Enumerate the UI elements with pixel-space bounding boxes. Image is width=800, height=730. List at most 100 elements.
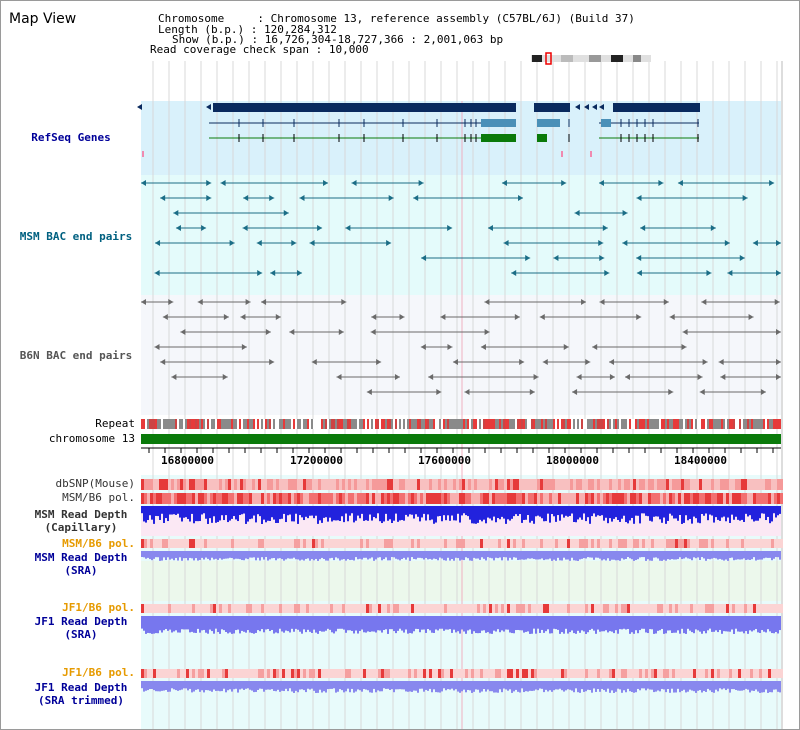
jf1-b6-pol-2-heat-cell <box>306 669 309 678</box>
jf1-depth-trim-bar <box>227 681 229 691</box>
jf1-b6-pol-2-heat-cell <box>531 669 534 678</box>
jf1-b6-pol-heat-cell <box>339 604 342 613</box>
jf1-depth-sra-bar <box>437 616 439 631</box>
dbsnp-heat-cell <box>444 479 447 490</box>
jf1-b6-pol-heat-cell <box>477 604 480 613</box>
jf1-b6-pol-heat-cell <box>591 604 594 613</box>
msm-b6-pol-2-heat-cell <box>753 539 756 548</box>
msm-depth-sra-bar <box>523 551 525 560</box>
msm-depth-sra-bar <box>735 551 737 560</box>
track-label-refseq[interactable]: RefSeq Genes <box>31 131 111 144</box>
msm-depth-sra-bar <box>365 551 367 558</box>
repeat-segment <box>685 419 687 429</box>
msm-depth-sra-bar <box>535 551 537 560</box>
coverage-value: 10,000 <box>328 43 369 56</box>
dbsnp-heat-cell <box>657 479 660 490</box>
msm-depth-sra-bar <box>193 551 195 561</box>
jf1-depth-trim-bar <box>415 681 417 691</box>
jf1-b6-pol-heat-cell <box>735 604 738 613</box>
jf1-depth-trim-bar <box>401 681 403 690</box>
jf1-depth-sra-bar <box>171 616 173 633</box>
msm-depth-cap-bar <box>599 506 601 516</box>
msm-b6-pol-2-heat-cell <box>303 539 306 548</box>
msm-depth-sra-bar <box>377 551 379 558</box>
dbsnp-heat-cell <box>357 479 360 490</box>
msm-depth-sra-bar <box>503 551 505 558</box>
msm-depth-sra-bar <box>155 551 157 558</box>
msm-depth-cap-bar <box>521 506 523 523</box>
jf1-b6-pol-heat-cell <box>201 604 204 613</box>
jf1-depth-sra-bar <box>245 616 247 633</box>
msm-b6-pol-heat-cell <box>312 493 315 504</box>
repeat-segment <box>475 419 477 429</box>
msm-b6-pol-heat-cell <box>318 493 321 504</box>
jf1-depth-trim-bar <box>697 681 699 691</box>
dbsnp-heat-cell <box>261 479 264 490</box>
msm-depth-sra-bar <box>333 551 335 561</box>
msm-b6-pol-heat-cell <box>588 493 591 504</box>
msm-b6-pol-2-heat-cell <box>264 539 267 548</box>
jf1-b6-pol-2-heat-cell <box>201 669 204 678</box>
jf1-b6-pol-heat-cell <box>579 604 582 613</box>
jf1-b6-pol-heat-cell <box>414 604 417 613</box>
repeat-segment <box>149 419 151 429</box>
msm-b6-pol-heat-cell <box>702 493 705 504</box>
msm-bac-pair-end <box>317 225 323 231</box>
jf1-b6-pol-heat-cell <box>372 604 375 613</box>
dbsnp-heat-cell <box>186 479 189 490</box>
msm-depth-sra-bar <box>167 551 169 558</box>
msm-b6-pol-2-heat-cell <box>324 539 327 548</box>
jf1-depth-sra-bar <box>519 616 521 631</box>
jf1-depth-sra-bar <box>689 616 691 631</box>
jf1-depth-trim-bar <box>767 681 769 693</box>
msm-depth-sra-bar <box>629 551 631 559</box>
msm-b6-pol-2-heat-cell <box>501 539 504 548</box>
dbsnp-heat-cell <box>243 479 246 490</box>
dbsnp-heat-cell <box>654 479 657 490</box>
track-label-b6n-bac[interactable]: B6N BAC end pairs <box>19 349 133 362</box>
jf1-depth-trim-bar <box>735 681 737 690</box>
track-label-msm-bac[interactable]: MSM BAC end pairs <box>19 230 133 243</box>
dbsnp-heat-cell <box>699 479 702 490</box>
jf1-depth-sra-bar <box>373 616 375 632</box>
jf1-b6-pol-2-heat-cell <box>777 669 780 678</box>
jf1-b6-pol-2-heat-cell <box>453 669 456 678</box>
jf1-depth-sra-bar <box>733 616 735 634</box>
repeat-segment <box>251 419 253 429</box>
msm-depth-sra-bar <box>665 551 667 561</box>
jf1-depth-trim-bar <box>439 681 441 693</box>
msm-b6-pol-heat-cell <box>645 493 648 504</box>
msm-b6-pol-heat-cell <box>753 493 756 504</box>
jf1-b6-pol-2-heat-cell <box>147 669 150 678</box>
msm-depth-cap-bar <box>353 506 355 523</box>
msm-depth-cap-bar <box>187 506 189 520</box>
jf1-b6-pol-heat-cell <box>162 604 165 613</box>
msm-depth-sra-bar <box>767 551 769 558</box>
msm-b6-pol-heat-cell <box>768 493 771 504</box>
msm-b6-pol-2-heat-cell <box>687 539 690 548</box>
jf1-b6-pol-heat-cell <box>480 604 483 613</box>
jf1-depth-sra-bar <box>755 616 757 629</box>
repeat-segment <box>725 419 727 429</box>
jf1-depth-sra-bar <box>285 616 287 631</box>
gene-block <box>213 103 516 112</box>
jf1-depth-trim-bar <box>163 681 165 691</box>
jf1-depth-sra-bar <box>599 616 601 632</box>
jf1-depth-trim-bar <box>563 681 565 692</box>
jf1-depth-trim-bar <box>661 681 663 689</box>
jf1-depth-trim-bar <box>195 681 197 690</box>
jf1-depth-sra-bar <box>525 616 527 632</box>
msm-depth-sra-bar <box>451 551 453 560</box>
msm-b6-pol-heat-cell <box>618 493 621 504</box>
msm-depth-sra-bar <box>723 551 725 561</box>
msm-depth-sra-bar <box>149 551 151 560</box>
jf1-depth-sra-bar <box>673 616 675 633</box>
dbsnp-heat-cell <box>255 479 258 490</box>
msm-b6-pol-2-heat-cell <box>369 539 372 548</box>
jf1-depth-trim-bar <box>561 681 563 691</box>
msm-depth-cap-bar <box>335 506 337 521</box>
msm-depth-cap-bar <box>547 506 549 514</box>
msm-depth-sra-bar <box>287 551 289 559</box>
jf1-b6-pol-heat-cell <box>552 604 555 613</box>
